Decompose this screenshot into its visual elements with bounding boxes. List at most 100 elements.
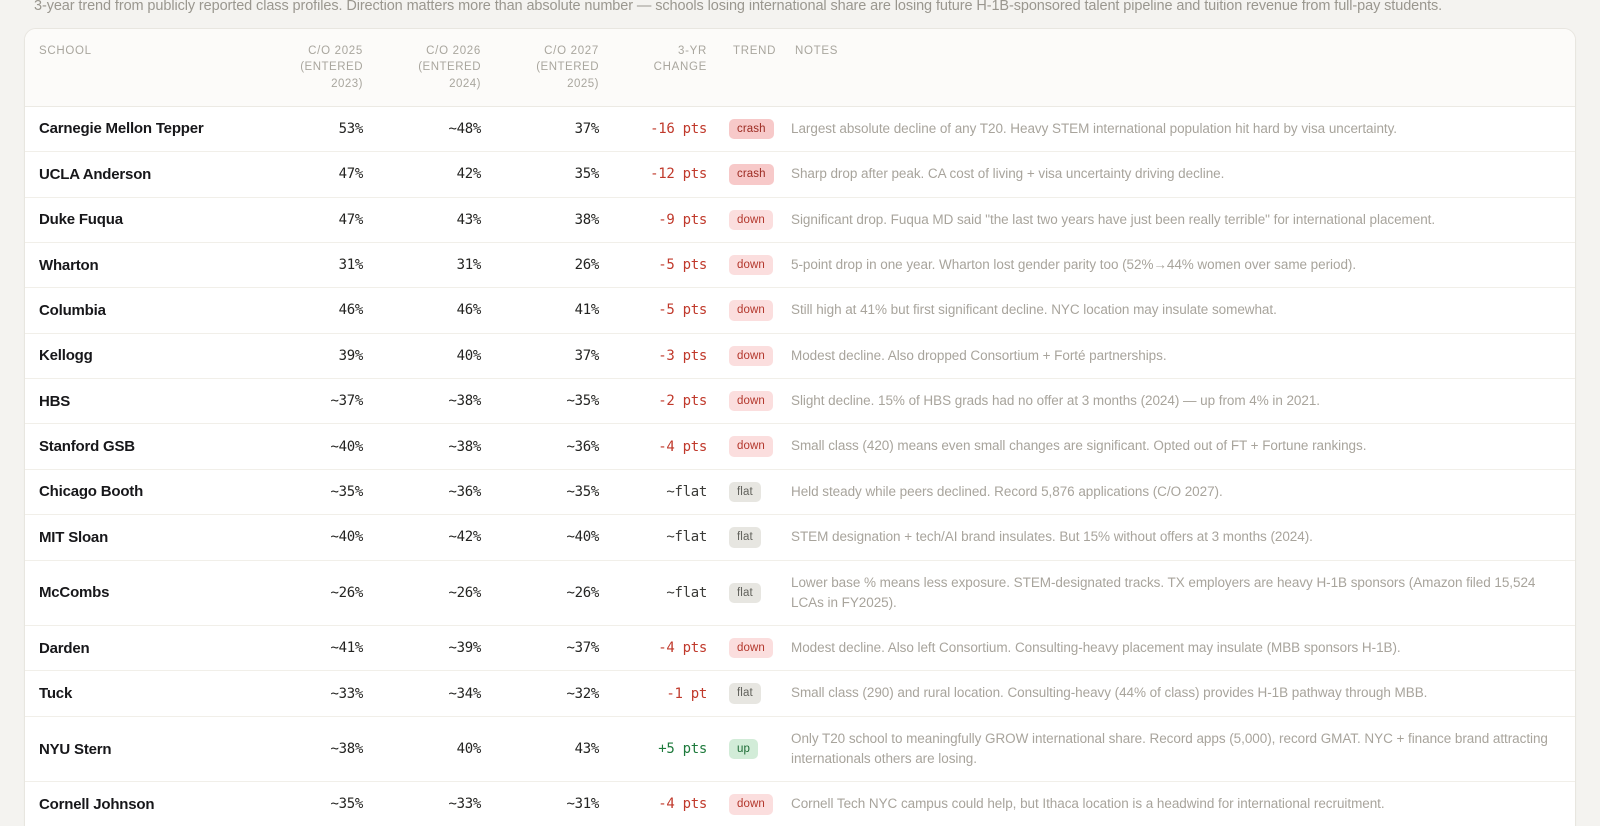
cell-co2027: 37% [493,106,611,153]
cell-notes: Only T20 school to meaningfully GROW int… [781,716,1575,783]
column-header-school[interactable]: SCHOOL [25,28,257,107]
table-row[interactable]: MIT Sloan ~40% ~42% ~40% ~flat flat STEM desig… [25,514,1575,561]
cell-co2025: ~33% [257,670,375,717]
table-row[interactable]: Darden ~41% ~39% ~37% -4 pts down Modest decli… [25,625,1575,672]
cell-co2026: ~39% [375,625,493,672]
cell-co2027: ~40% [493,514,611,561]
table-row[interactable]: Chicago Booth ~35% ~36% ~35% ~flat flat Held s… [25,469,1575,516]
cell-school: Cornell Johnson [25,781,257,826]
cell-co2026: 42% [375,151,493,198]
table-row[interactable]: McCombs ~26% ~26% ~26% ~flat flat Lower base %… [25,560,1575,627]
table-row[interactable]: Tuck ~33% ~34% ~32% -1 pt flat Small class (29… [25,670,1575,717]
cell-co2027: 37% [493,333,611,380]
cell-3yr-change: -5 pts [611,242,719,289]
cell-co2027: ~37% [493,625,611,672]
status-badge: flat [729,527,761,548]
table-row[interactable]: Duke Fuqua 47% 43% 38% -9 pts down Significant… [25,197,1575,243]
table-row[interactable]: Columbia 46% 46% 41% -5 pts down Still high at… [25,287,1575,334]
cell-school: MIT Sloan [25,514,257,561]
cell-trend: crash [719,106,781,153]
table-row[interactable]: NYU Stern ~38% 40% 43% +5 pts up Only T20 scho… [25,716,1575,783]
cell-co2025: ~41% [257,625,375,672]
cell-co2026: ~38% [375,423,493,470]
cell-trend: down [719,781,781,826]
cell-school: Chicago Booth [25,469,257,516]
cell-co2026: 31% [375,242,493,289]
column-header-co2027[interactable]: C/O 2027 (ENTERED 2025) [493,28,611,107]
cell-co2025: ~37% [257,378,375,425]
cell-co2025: ~40% [257,423,375,470]
cell-co2025: 39% [257,333,375,380]
cell-co2026: ~38% [375,378,493,425]
column-header-co2025[interactable]: C/O 2025 (ENTERED 2023) [257,28,375,107]
cell-notes: 5-point drop in one year. Wharton lost g… [781,242,1575,289]
table-header-row: SCHOOL C/O 2025 (ENTERED 2023) C/O 2026 … [25,28,1575,107]
cell-notes: Largest absolute decline of any T20. Hea… [781,106,1575,153]
table-row[interactable]: UCLA Anderson 47% 42% 35% -12 pts crash Sharp … [25,151,1575,198]
cell-co2025: 53% [257,106,375,153]
cell-school: Darden [25,625,257,672]
cell-co2025: 31% [257,242,375,289]
cell-3yr-change: -3 pts [611,333,719,380]
cell-3yr-change: -5 pts [611,287,719,334]
column-header-trend[interactable]: TREND [719,28,781,107]
cell-co2026: ~33% [375,781,493,826]
cell-co2027: ~35% [493,469,611,516]
table-row[interactable]: Stanford GSB ~40% ~38% ~36% -4 pts down Small … [25,423,1575,470]
cell-co2025: ~35% [257,469,375,516]
cell-co2026: ~42% [375,514,493,561]
cell-3yr-change: -4 pts [611,625,719,672]
cell-notes: STEM designation + tech/AI brand insulat… [781,514,1575,561]
cell-3yr-change: +5 pts [611,716,719,783]
cell-3yr-change: -12 pts [611,151,719,198]
cell-3yr-change: -9 pts [611,197,719,243]
cell-co2025: ~38% [257,716,375,783]
table-row[interactable]: Kellogg 39% 40% 37% -3 pts down Modest decline… [25,333,1575,380]
cell-co2027: 38% [493,197,611,243]
cell-co2027: ~35% [493,378,611,425]
column-header-co2025-main: C/O 2025 [308,44,363,57]
status-badge: down [729,436,773,457]
table-row[interactable]: HBS ~37% ~38% ~35% -2 pts down Slight decline.… [25,378,1575,425]
cell-school: Wharton [25,242,257,289]
cell-notes: Small class (420) means even small chang… [781,423,1575,470]
cell-school: HBS [25,378,257,425]
status-badge: down [729,254,773,276]
cell-co2026: ~26% [375,560,493,627]
table-row[interactable]: Cornell Johnson ~35% ~33% ~31% -4 pts down Cor… [25,781,1575,826]
cell-school: Stanford GSB [25,423,257,470]
cell-notes: Modest decline. Also left Consortium. Co… [781,625,1575,672]
cell-trend: down [719,333,781,380]
status-badge: crash [729,118,774,140]
cell-notes: Sharp drop after peak. CA cost of living… [781,151,1575,198]
cell-trend: flat [719,469,781,516]
table-row[interactable]: Wharton 31% 31% 26% -5 pts down 5-point drop i… [25,242,1575,289]
cell-notes: Significant drop. Fuqua MD said "the las… [781,197,1575,243]
cell-notes: Small class (290) and rural location. Co… [781,670,1575,717]
cell-school: Carnegie Mellon Tepper [25,106,257,153]
cell-co2027: ~31% [493,781,611,826]
column-header-co2026[interactable]: C/O 2026 (ENTERED 2024) [375,28,493,107]
cell-co2027: ~26% [493,560,611,627]
cell-trend: down [719,287,781,334]
cell-trend: flat [719,670,781,717]
table-row[interactable]: Carnegie Mellon Tepper 53% ~48% 37% -16 pts c… [25,106,1575,153]
status-badge: crash [729,164,774,185]
intro-description: 3-year trend from publicly reported clas… [34,0,1443,14]
cell-trend: flat [719,560,781,627]
status-badge: down [729,209,773,230]
column-header-co2027-main: C/O 2027 [544,44,599,57]
table-header: SCHOOL C/O 2025 (ENTERED 2023) C/O 2026 … [25,28,1575,107]
cell-3yr-change: -1 pt [611,670,719,717]
cell-co2025: ~40% [257,514,375,561]
status-badge: down [729,391,773,412]
cell-3yr-change: -16 pts [611,106,719,153]
cell-school: McCombs [25,560,257,627]
status-badge: down [729,345,773,367]
cell-trend: up [719,716,781,783]
cell-trend: down [719,625,781,672]
column-header-3yr-change[interactable]: 3-YR CHANGE [611,28,719,107]
cell-3yr-change: ~flat [611,469,719,516]
cell-school: Columbia [25,287,257,334]
column-header-notes[interactable]: NOTES [781,28,1575,107]
